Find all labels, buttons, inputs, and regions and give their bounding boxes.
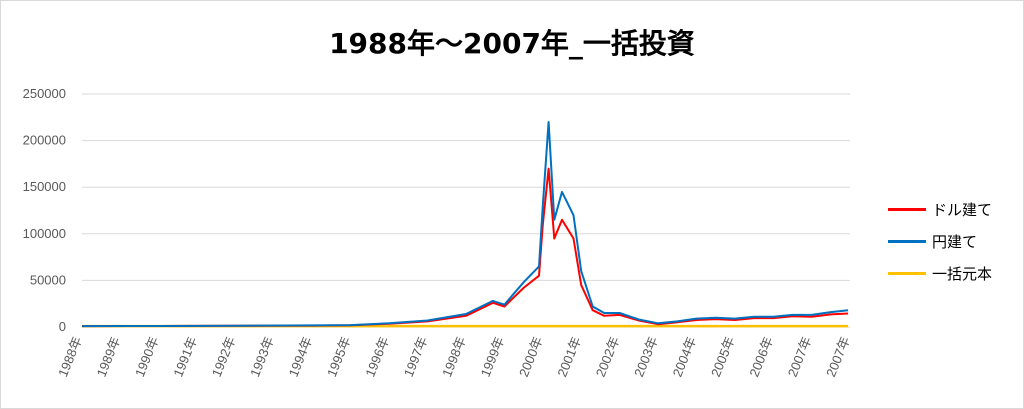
x-tick-label: 1992年 (209, 335, 239, 379)
y-tick-label: 200000 (23, 133, 66, 148)
legend-item-yen: 円建て (888, 231, 977, 252)
legend-swatch-yen (888, 240, 926, 243)
legend-label-yen: 円建て (932, 233, 978, 251)
x-tick-label: 2007年 (785, 335, 815, 379)
x-tick-label: 1997年 (401, 335, 431, 379)
legend-item-dollar: ドル建て (888, 199, 992, 220)
x-tick-label: 2001年 (554, 335, 584, 379)
chart-title: 1988年～2007年_一括投資 (329, 27, 695, 60)
legend-swatch-dollar (888, 208, 926, 211)
y-tick-label: 0 (59, 319, 66, 334)
x-tick-label: 1999年 (478, 335, 508, 379)
x-tick-label: 1994年 (286, 335, 316, 379)
x-tick-label: 2005年 (708, 335, 738, 379)
y-tick-label: 50000 (30, 272, 66, 287)
y-tick-label: 100000 (23, 226, 66, 241)
x-tick-label: 1989年 (94, 335, 124, 379)
legend-swatch-principal (888, 272, 926, 275)
legend-label-principal: 一括元本 (932, 265, 993, 283)
x-tick-label: 1993年 (247, 335, 277, 379)
x-tick-label: 2006年 (746, 335, 776, 379)
x-tick-label: 1995年 (324, 335, 354, 379)
x-tick-label: 2000年 (516, 335, 546, 379)
legend-item-principal: 一括元本 (888, 263, 992, 284)
series-line-1 (81, 121, 849, 328)
x-tick-label: 2002年 (593, 335, 623, 379)
x-tick-label: 1988年 (55, 335, 85, 379)
x-tick-label: 2004年 (670, 335, 700, 379)
y-tick-label: 150000 (23, 179, 66, 194)
legend-label-dollar: ドル建て (932, 201, 993, 219)
x-tick-label: 1996年 (362, 335, 392, 379)
x-tick-label: 1990年 (132, 335, 162, 379)
x-tick-label: 1998年 (439, 335, 469, 379)
x-tick-label: 2007年 (823, 335, 853, 379)
y-tick-label: 250000 (23, 86, 66, 101)
series-line-0 (81, 167, 849, 328)
x-tick-label: 1991年 (170, 335, 200, 379)
x-tick-label: 2003年 (631, 335, 661, 379)
